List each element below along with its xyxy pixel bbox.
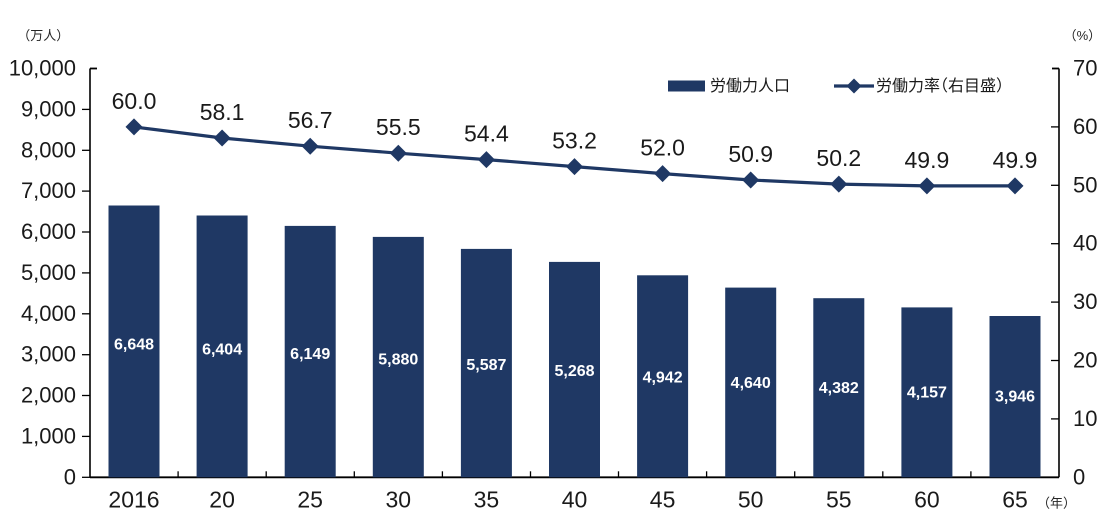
svg-text:4,382: 4,382 (819, 380, 859, 397)
svg-text:30: 30 (1073, 289, 1097, 314)
svg-text:0: 0 (1073, 464, 1085, 489)
svg-text:65: 65 (1002, 487, 1028, 513)
svg-text:2,000: 2,000 (21, 383, 76, 408)
svg-text:25: 25 (297, 487, 323, 513)
svg-text:40: 40 (562, 487, 588, 513)
svg-text:53.2: 53.2 (552, 128, 597, 154)
svg-text:45: 45 (650, 487, 676, 513)
svg-text:10: 10 (1073, 406, 1097, 431)
svg-text:60: 60 (1073, 114, 1097, 139)
svg-text:5,000: 5,000 (21, 260, 76, 285)
svg-text:5,880: 5,880 (378, 351, 418, 368)
svg-text:4,000: 4,000 (21, 301, 76, 326)
svg-text:50: 50 (1073, 172, 1097, 197)
svg-text:49.9: 49.9 (993, 147, 1038, 173)
svg-text:60: 60 (914, 487, 940, 513)
svg-text:6,000: 6,000 (21, 219, 76, 244)
svg-text:20: 20 (1073, 348, 1097, 373)
svg-text:40: 40 (1073, 231, 1097, 256)
svg-text:5,587: 5,587 (466, 357, 506, 374)
svg-text:6,648: 6,648 (114, 337, 154, 354)
svg-text:8,000: 8,000 (21, 137, 76, 162)
svg-text:55: 55 (826, 487, 852, 513)
svg-text:54.4: 54.4 (464, 121, 509, 147)
svg-text:（年）: （年） (1037, 496, 1076, 511)
svg-text:52.0: 52.0 (640, 135, 685, 161)
svg-text:56.7: 56.7 (288, 107, 333, 133)
svg-text:50.9: 50.9 (728, 141, 773, 167)
svg-text:55.5: 55.5 (376, 114, 421, 140)
svg-text:労働力人口: 労働力人口 (710, 77, 790, 95)
svg-text:20: 20 (209, 487, 235, 513)
svg-text:（%）: （%） (1064, 28, 1102, 43)
svg-text:7,000: 7,000 (21, 178, 76, 203)
svg-text:30: 30 (386, 487, 412, 513)
svg-text:70: 70 (1073, 56, 1097, 81)
svg-text:60.0: 60.0 (112, 88, 157, 114)
svg-text:3,000: 3,000 (21, 342, 76, 367)
svg-text:50.2: 50.2 (816, 145, 861, 171)
svg-text:35: 35 (474, 487, 500, 513)
svg-text:10,000: 10,000 (9, 56, 76, 81)
svg-text:4,640: 4,640 (731, 375, 771, 392)
svg-text:0: 0 (64, 464, 76, 489)
svg-text:1,000: 1,000 (21, 423, 76, 448)
svg-text:2016: 2016 (108, 487, 159, 513)
svg-text:6,404: 6,404 (202, 341, 242, 358)
svg-text:50: 50 (738, 487, 764, 513)
svg-text:58.1: 58.1 (200, 99, 245, 125)
svg-text:9,000: 9,000 (21, 96, 76, 121)
svg-text:49.9: 49.9 (905, 147, 950, 173)
svg-text:5,268: 5,268 (554, 363, 594, 380)
svg-text:4,942: 4,942 (643, 369, 683, 386)
svg-text:労働力率（右目盛）: 労働力率（右目盛） (876, 77, 1012, 95)
svg-text:6,149: 6,149 (290, 346, 330, 363)
svg-text:（万人）: （万人） (17, 28, 69, 43)
svg-text:3,946: 3,946 (995, 389, 1035, 406)
svg-text:4,157: 4,157 (907, 384, 947, 401)
